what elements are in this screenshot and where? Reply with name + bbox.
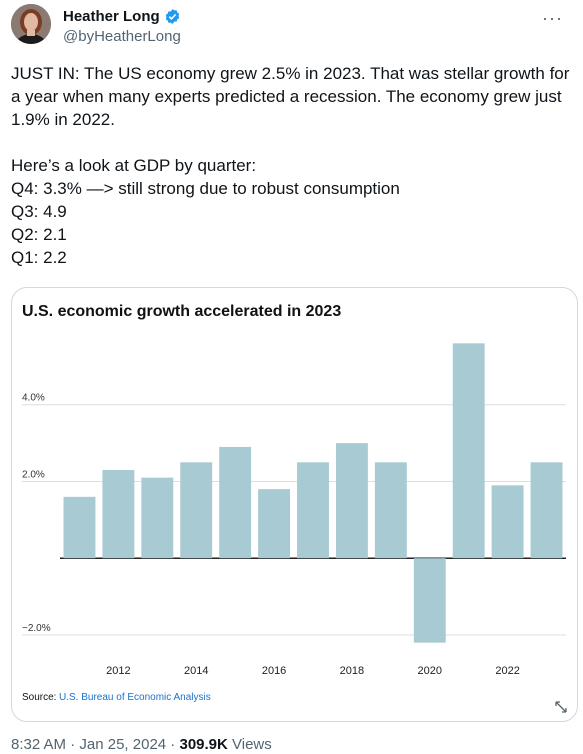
x-tick-label: 2020 — [418, 665, 442, 677]
profile-photo — [11, 4, 51, 44]
avatar[interactable] — [11, 4, 51, 44]
bar-2022 — [491, 485, 524, 559]
bar-2015 — [219, 446, 252, 559]
tweet-time[interactable]: 8:32 AM — [11, 736, 67, 753]
author-handle[interactable]: @byHeatherLong — [63, 28, 181, 45]
expand-icon[interactable] — [553, 699, 569, 715]
source-link[interactable]: U.S. Bureau of Economic Analysis — [59, 692, 211, 703]
author-name[interactable]: Heather Long — [63, 8, 160, 25]
tweet-meta: 8:32 AM · Jan 25, 2024 · 309.9K Views — [11, 736, 272, 753]
bar-2011 — [63, 496, 96, 559]
tweet-date[interactable]: Jan 25, 2024 — [79, 736, 167, 753]
gdp-bar-chart: U.S. economic growth accelerated in 2023… — [22, 303, 566, 703]
tweet-text: JUST IN: The US economy grew 2.5% in 202… — [11, 64, 570, 267]
view-count: 309.9K — [179, 736, 228, 753]
author-name-row[interactable]: Heather Long — [63, 8, 181, 25]
bar-2014 — [180, 462, 213, 559]
bar-2013 — [141, 477, 174, 559]
chart-image-card[interactable]: U.S. economic growth accelerated in 2023… — [11, 287, 578, 722]
more-horizontal-icon[interactable]: ··· — [542, 8, 563, 28]
x-tick-label: 2014 — [184, 665, 208, 677]
bar-2019 — [374, 462, 407, 559]
x-tick-label: 2016 — [262, 665, 286, 677]
chart-title: U.S. economic growth accelerated in 2023 — [22, 303, 341, 320]
y-tick-label: −2.0% — [22, 623, 51, 634]
bar-2018 — [335, 443, 368, 559]
y-tick-label: 2.0% — [22, 469, 45, 480]
separator-dot: · — [66, 736, 80, 753]
x-tick-label: 2012 — [106, 665, 130, 677]
x-tick-label: 2018 — [340, 665, 364, 677]
bar-2023 — [530, 462, 563, 559]
bar-2012 — [102, 469, 135, 559]
bar-2020 — [413, 558, 446, 643]
x-tick-label: 2022 — [495, 665, 519, 677]
separator-dot: · — [166, 736, 180, 753]
source-label: Source: — [22, 692, 56, 703]
bar-2021 — [452, 343, 485, 559]
y-tick-label: 4.0% — [22, 393, 45, 404]
bar-2016 — [258, 489, 291, 559]
verified-badge-icon — [165, 9, 179, 24]
views-label: Views — [227, 736, 272, 753]
bar-2017 — [297, 462, 329, 559]
